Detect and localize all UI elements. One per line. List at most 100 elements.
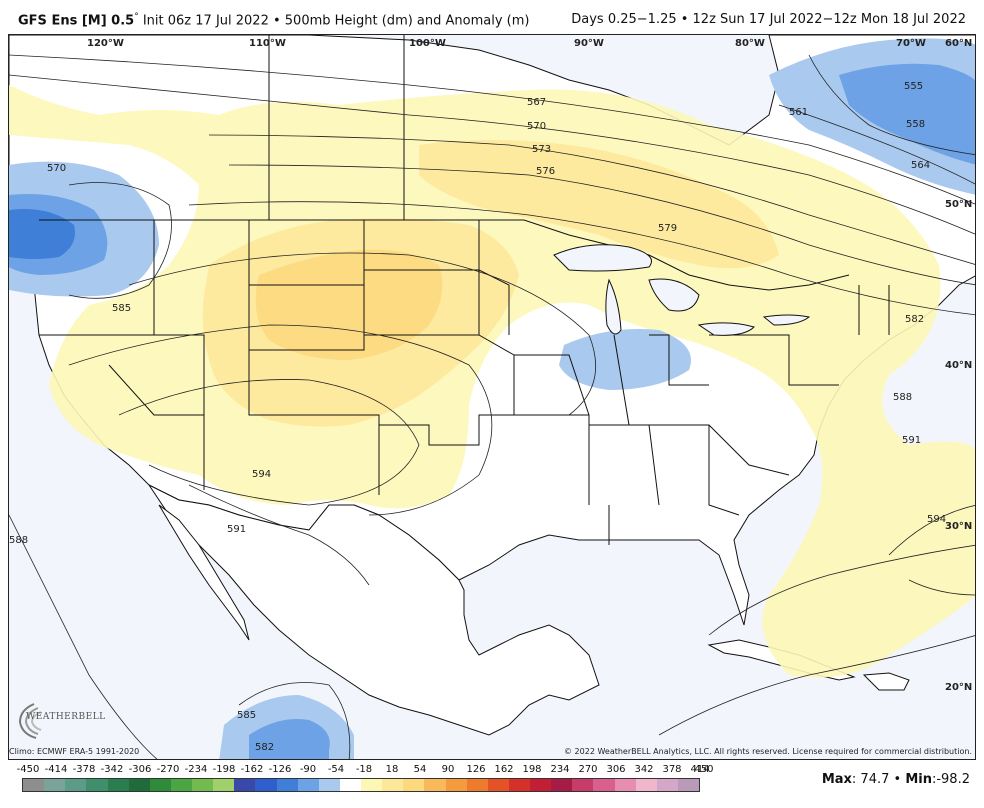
colorbar-swatch bbox=[530, 779, 552, 791]
min-label: Min bbox=[905, 772, 932, 787]
contour-label: 567 bbox=[527, 97, 546, 108]
colorbar-tick: -126 bbox=[268, 764, 292, 775]
colorbar-swatch bbox=[424, 779, 446, 791]
contour-label: 588 bbox=[893, 392, 912, 403]
colorbar-tick: 414 bbox=[690, 764, 710, 775]
contour-label: 573 bbox=[532, 144, 551, 155]
colorbar-swatch bbox=[572, 779, 594, 791]
colorbar-tick: -378 bbox=[72, 764, 96, 775]
contour-label: 576 bbox=[536, 166, 555, 177]
contour-label: 591 bbox=[227, 524, 246, 535]
contour-label: 579 bbox=[658, 223, 677, 234]
longitude-label: 80°W bbox=[735, 38, 765, 49]
colorbar-tick: 18 bbox=[385, 764, 399, 775]
colorbar-swatch bbox=[635, 779, 657, 791]
colorbar-tick: 234 bbox=[550, 764, 570, 775]
colorbar-tick: 162 bbox=[494, 764, 514, 775]
colorbar-swatch bbox=[593, 779, 615, 791]
colorbar-swatch bbox=[656, 779, 678, 791]
mexico-land bbox=[147, 483, 600, 736]
colorbar-tick: -450 bbox=[16, 764, 40, 775]
colorbar-swatch bbox=[382, 779, 404, 791]
logo-text: WEATHERBELL bbox=[26, 712, 106, 722]
colorbar-swatch bbox=[170, 779, 192, 791]
political-borders bbox=[39, 35, 890, 545]
max-value: : 74.7 • bbox=[851, 772, 906, 787]
map-panel: 567 570 573 576 579 561 555 558 564 570 … bbox=[8, 34, 976, 760]
latitude-label-top: 60°N bbox=[945, 38, 973, 49]
contour-label: 582 bbox=[905, 314, 924, 325]
latitude-label: 30°N bbox=[945, 521, 973, 532]
longitude-label: 90°W bbox=[574, 38, 604, 49]
contour-label: 585 bbox=[112, 303, 131, 314]
max-label: Max bbox=[821, 772, 852, 787]
map-svg: 567 570 573 576 579 561 555 558 564 570 … bbox=[9, 35, 975, 759]
colorbar-tick: -90 bbox=[299, 764, 317, 775]
hispaniola-land bbox=[862, 672, 910, 691]
colorbar-swatch bbox=[508, 779, 530, 791]
colorbar-swatch bbox=[297, 779, 319, 791]
colorbar-tick-end: 450 bbox=[694, 764, 714, 775]
colorbar-tick: 378 bbox=[662, 764, 682, 775]
colorbar-swatch bbox=[44, 779, 66, 791]
contour-label: 564 bbox=[911, 160, 930, 171]
contour-label: 558 bbox=[906, 119, 925, 130]
colorbar-tick: -306 bbox=[128, 764, 152, 775]
contour-label: 591 bbox=[902, 435, 921, 446]
weatherbell-logo-icon bbox=[18, 703, 42, 739]
title-bar: GFS Ens [M] 0.5° Init 06z 17 Jul 2022 • … bbox=[0, 0, 984, 32]
colorbar-tick: 90 bbox=[441, 764, 455, 775]
climo-note: Climo: ECMWF ERA-5 1991-2020 bbox=[9, 747, 140, 756]
colorbar-tick: -198 bbox=[212, 764, 236, 775]
colorbar bbox=[22, 778, 700, 792]
chart-title: GFS Ens [M] 0.5° Init 06z 17 Jul 2022 • … bbox=[18, 12, 529, 28]
colorbar-swatch bbox=[86, 779, 108, 791]
max-min-readout: Max: 74.7 • Min:-98.2 bbox=[822, 772, 970, 787]
colorbar-swatch bbox=[339, 779, 361, 791]
valid-period: Days 0.25−1.25 • 12z Sun 17 Jul 2022−12z… bbox=[571, 12, 966, 27]
contour-label: 588 bbox=[9, 535, 28, 546]
longitude-label: 110°W bbox=[249, 38, 286, 49]
colorbar-swatch bbox=[255, 779, 277, 791]
colorbar-tick: -414 bbox=[44, 764, 68, 775]
baja-land bbox=[158, 504, 250, 641]
negative-anomaly-shading bbox=[9, 38, 975, 759]
colorbar-tick: -234 bbox=[184, 764, 208, 775]
colorbar-swatch bbox=[234, 779, 256, 791]
colorbar-swatch bbox=[487, 779, 509, 791]
colorbar-swatch bbox=[318, 779, 340, 791]
colorbar-swatch bbox=[445, 779, 467, 791]
colorbar-tick: 342 bbox=[634, 764, 654, 775]
latitude-label: 40°N bbox=[945, 360, 973, 371]
model-name: GFS Ens [M] 0.5 bbox=[18, 13, 135, 29]
copyright-note: © 2022 WeatherBELL Analytics, LLC. All r… bbox=[564, 747, 972, 756]
colorbar-swatch bbox=[614, 779, 636, 791]
colorbar-swatch bbox=[361, 779, 383, 791]
contour-label: 570 bbox=[47, 163, 66, 174]
colorbar-tick: -342 bbox=[100, 764, 124, 775]
colorbar-swatch bbox=[466, 779, 488, 791]
init-text: Init 06z 17 Jul 2022 • 500mb Height (dm)… bbox=[138, 13, 530, 29]
contour-labels: 567 570 573 576 579 561 555 558 564 570 … bbox=[9, 81, 946, 753]
colorbar-tick: -162 bbox=[240, 764, 264, 775]
degree-mark: ° bbox=[134, 12, 139, 22]
colorbar-swatch bbox=[23, 779, 45, 791]
contour-label: 594 bbox=[927, 514, 946, 525]
height-contours bbox=[9, 54, 975, 759]
colorbar-tick-labels: -450 -414 -378 -342 -306 -270 -234 -198 … bbox=[14, 764, 714, 778]
great-lakes bbox=[553, 244, 811, 336]
colorbar-tick: 198 bbox=[522, 764, 542, 775]
colorbar-swatch bbox=[677, 779, 699, 791]
colorbar-swatch bbox=[65, 779, 87, 791]
min-value: :-98.2 bbox=[931, 772, 970, 787]
colorbar-tick: 54 bbox=[413, 764, 427, 775]
colorbar-swatch bbox=[149, 779, 171, 791]
colorbar-swatch bbox=[192, 779, 214, 791]
latitude-label: 50°N bbox=[945, 199, 973, 210]
colorbar-tick: -270 bbox=[156, 764, 180, 775]
colorbar-tick: -18 bbox=[355, 764, 373, 775]
colorbar-swatch bbox=[403, 779, 425, 791]
contour-label: 585 bbox=[237, 710, 256, 721]
latitude-label: 20°N bbox=[945, 682, 973, 693]
contour-label: 570 bbox=[527, 121, 546, 132]
